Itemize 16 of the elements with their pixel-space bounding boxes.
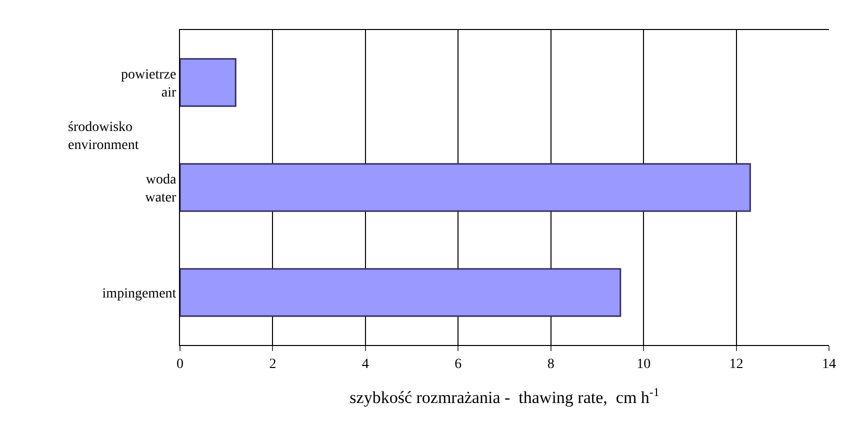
x-tick-label: 6 (454, 356, 462, 372)
bar (180, 163, 751, 212)
x-tick-label: 0 (176, 356, 184, 372)
x-tick-label: 4 (362, 356, 369, 372)
y-tick-label: woda water (145, 172, 177, 206)
bar (180, 58, 236, 107)
x-tick-label: 8 (547, 356, 554, 372)
y-tick-label: powietrze air (120, 67, 177, 100)
y-tick-label: impingement (102, 286, 176, 302)
x-axis-title: szybkość rozmrażania - thawing rate, cm h$^{-1}$ (350, 385, 660, 408)
x-tick-label: 10 (636, 356, 651, 372)
x-tick-label: 14 (822, 356, 836, 372)
x-tick-label: 2 (269, 356, 276, 372)
y-axis-title: środowisko environment (68, 120, 139, 154)
x-tick-label: 12 (729, 356, 744, 372)
bar (180, 268, 622, 317)
